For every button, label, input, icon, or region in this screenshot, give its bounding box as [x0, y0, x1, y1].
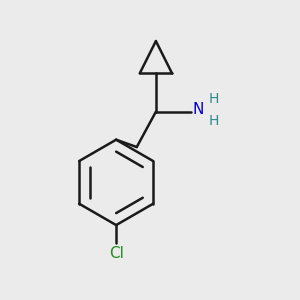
Text: H: H — [209, 92, 219, 106]
Text: Cl: Cl — [109, 246, 124, 261]
Text: H: H — [209, 114, 219, 128]
Text: N: N — [193, 102, 204, 117]
